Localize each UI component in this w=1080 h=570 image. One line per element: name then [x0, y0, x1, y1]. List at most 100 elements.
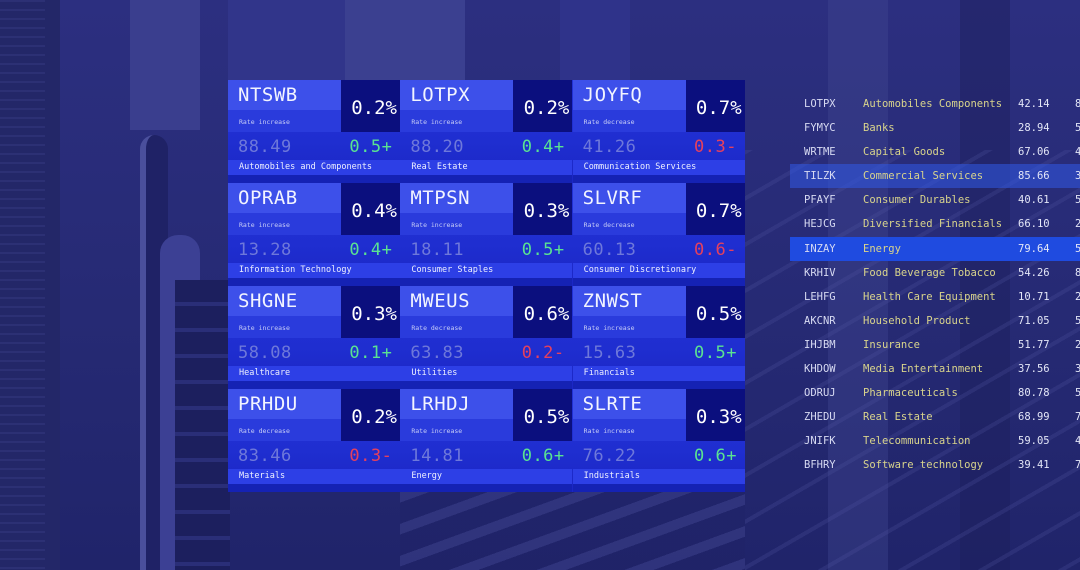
table-row-lehfg[interactable]: LEHFG Health Care Equipment 10.71 2	[790, 285, 1080, 309]
ticker-band	[572, 183, 686, 213]
stock-card-lrhdj[interactable]: LRHDJ Rate increase 0.5% 14.81 0.6+ Ener…	[400, 389, 573, 492]
sector-table: LOTPX Automobiles Components 42.14 8 FYM…	[790, 92, 1080, 478]
row-ticker: LEHFG	[804, 290, 836, 303]
row-ticker: ZHEDU	[804, 411, 836, 424]
label-band	[228, 213, 341, 235]
row-ticker: INZAY	[804, 242, 836, 255]
stock-card-znwst[interactable]: ZNWST Rate increase 0.5% 15.63 0.5+ Fina…	[572, 286, 745, 389]
ticker-symbol: JOYFQ	[582, 84, 643, 106]
category-label: Consumer Staples	[411, 265, 494, 275]
card-footer	[400, 484, 573, 492]
row-sector: Telecommunication	[863, 435, 971, 448]
stock-card-mtpsn[interactable]: MTPSN Rate increase 0.3% 18.11 0.5+ Cons…	[400, 183, 573, 286]
table-row-odruj[interactable]: ODRUJ Pharmaceuticals 80.78 5	[790, 381, 1080, 405]
row-sector: Capital Goods	[863, 146, 946, 159]
category-strip: Energy	[400, 469, 573, 484]
stock-card-ntswb[interactable]: NTSWB Rate increase 0.2% 88.49 0.5+ Auto…	[228, 80, 401, 183]
ticker-symbol: SLVRF	[582, 187, 643, 209]
price-value: 63.83	[410, 343, 465, 363]
rate-percent: 0.5%	[695, 303, 742, 325]
rate-percent-box: 0.4%	[341, 183, 400, 235]
rate-percent-box: 0.2%	[341, 389, 400, 441]
rate-label: Rate increase	[583, 324, 635, 332]
category-label: Automobiles and Components	[239, 162, 373, 172]
stock-card-shgne[interactable]: SHGNE Rate increase 0.3% 58.08 0.1+ Heal…	[228, 286, 401, 389]
ticker-band	[228, 183, 341, 213]
table-row-akcnr[interactable]: AKCNR Household Product 71.05 5	[790, 309, 1080, 333]
stock-cards-panel: NTSWB Rate increase 0.2% 88.49 0.5+ Auto…	[228, 80, 745, 492]
label-band	[572, 110, 686, 132]
category-strip: Consumer Staples	[400, 263, 573, 278]
rate-percent-box: 0.2%	[513, 80, 573, 132]
price-value: 76.22	[582, 446, 637, 466]
row-extra: 5	[1075, 194, 1080, 207]
price-value: 41.26	[582, 137, 637, 157]
row-value: 67.06	[1018, 146, 1050, 159]
table-row-lotpx[interactable]: LOTPX Automobiles Components 42.14 8	[790, 92, 1080, 116]
row-ticker: FYMYC	[804, 122, 836, 135]
table-row-tilzk[interactable]: TILZK Commercial Services 85.66 3	[790, 164, 1080, 189]
card-footer	[572, 381, 745, 389]
row-value: 80.78	[1018, 387, 1050, 400]
bg-door	[345, 0, 465, 80]
price-change: 0.6+	[694, 446, 737, 466]
table-row-fymyc[interactable]: FYMYC Banks 28.94 5	[790, 116, 1080, 140]
rate-percent-box: 0.3%	[685, 389, 745, 441]
label-band	[400, 419, 514, 441]
stock-card-lotpx[interactable]: LOTPX Rate increase 0.2% 88.20 0.4+ Real…	[400, 80, 573, 183]
card-footer	[572, 484, 745, 492]
row-sector: Media Entertainment	[863, 363, 984, 376]
stock-card-slrte[interactable]: SLRTE Rate increase 0.3% 76.22 0.6+ Indu…	[572, 389, 745, 492]
table-row-jnifk[interactable]: JNIFK Telecommunication 59.05 4	[790, 429, 1080, 453]
table-row-wrtme[interactable]: WRTME Capital Goods 67.06 4	[790, 140, 1080, 164]
stock-card-prhdu[interactable]: PRHDU Rate decrease 0.2% 83.46 0.3- Mate…	[228, 389, 401, 492]
rate-label: Rate decrease	[239, 427, 290, 435]
stock-card-joyfq[interactable]: JOYFQ Rate decrease 0.7% 41.26 0.3- Comm…	[572, 80, 745, 183]
price-value: 14.81	[410, 446, 465, 466]
table-row-bfhry[interactable]: BFHRY Software technology 39.41 7	[790, 453, 1080, 477]
row-sector: Automobiles Components	[863, 98, 1003, 110]
table-row-inzay[interactable]: INZAY Energy 79.64 5	[790, 236, 1080, 261]
category-label: Industrials	[583, 471, 640, 481]
rate-percent: 0.6%	[523, 303, 570, 325]
label-band	[228, 316, 341, 338]
category-strip: Communication Services	[572, 160, 745, 175]
label-band	[572, 419, 686, 441]
table-row-hejcg[interactable]: HEJCG Diversified Financials 66.10 2	[790, 212, 1080, 236]
stock-card-mweus[interactable]: MWEUS Rate decrease 0.6% 63.83 0.2- Util…	[400, 286, 573, 389]
rate-percent: 0.4%	[351, 200, 397, 222]
table-row-khdow[interactable]: KHDOW Media Entertainment 37.56 3	[790, 357, 1080, 381]
category-label: Consumer Discretionary	[583, 265, 697, 275]
bg-pillar	[228, 0, 348, 80]
rate-percent: 0.7%	[695, 97, 742, 119]
price-value: 13.28	[238, 240, 292, 260]
label-band	[572, 316, 686, 338]
category-label: Information Technology	[239, 265, 352, 275]
price-change: 0.1+	[349, 343, 393, 363]
table-row-krhiv[interactable]: KRHIV Food Beverage Tobacco 54.26 8	[790, 261, 1080, 285]
category-label: Energy	[411, 471, 443, 481]
row-value: 40.61	[1018, 194, 1050, 207]
table-row-pfayf[interactable]: PFAYF Consumer Durables 40.61 5	[790, 188, 1080, 212]
category-strip: Real Estate	[400, 160, 573, 175]
price-value: 88.20	[410, 137, 465, 157]
bg-pillar	[560, 0, 630, 80]
row-extra: 5	[1075, 314, 1080, 327]
card-footer	[228, 381, 400, 389]
row-ticker: KRHIV	[804, 266, 836, 279]
price-change: 0.3-	[694, 137, 737, 157]
label-band	[400, 110, 514, 132]
ticker-band	[228, 286, 341, 316]
rate-label: Rate decrease	[583, 221, 635, 229]
stock-card-slvrf[interactable]: SLVRF Rate decrease 0.7% 60.13 0.6- Cons…	[572, 183, 745, 286]
row-sector: Insurance	[863, 338, 920, 351]
table-row-zhedu[interactable]: ZHEDU Real Estate 68.99 7	[790, 405, 1080, 429]
rate-percent: 0.2%	[523, 97, 570, 119]
table-row-ihjbm[interactable]: IHJBM Insurance 51.77 2	[790, 333, 1080, 357]
rate-percent-box: 0.7%	[685, 183, 745, 235]
rate-label: Rate increase	[411, 221, 463, 229]
card-footer	[228, 484, 400, 492]
stock-card-oprab[interactable]: OPRAB Rate increase 0.4% 13.28 0.4+ Info…	[228, 183, 401, 286]
rate-percent: 0.2%	[351, 406, 397, 428]
category-label: Real Estate	[411, 162, 468, 172]
